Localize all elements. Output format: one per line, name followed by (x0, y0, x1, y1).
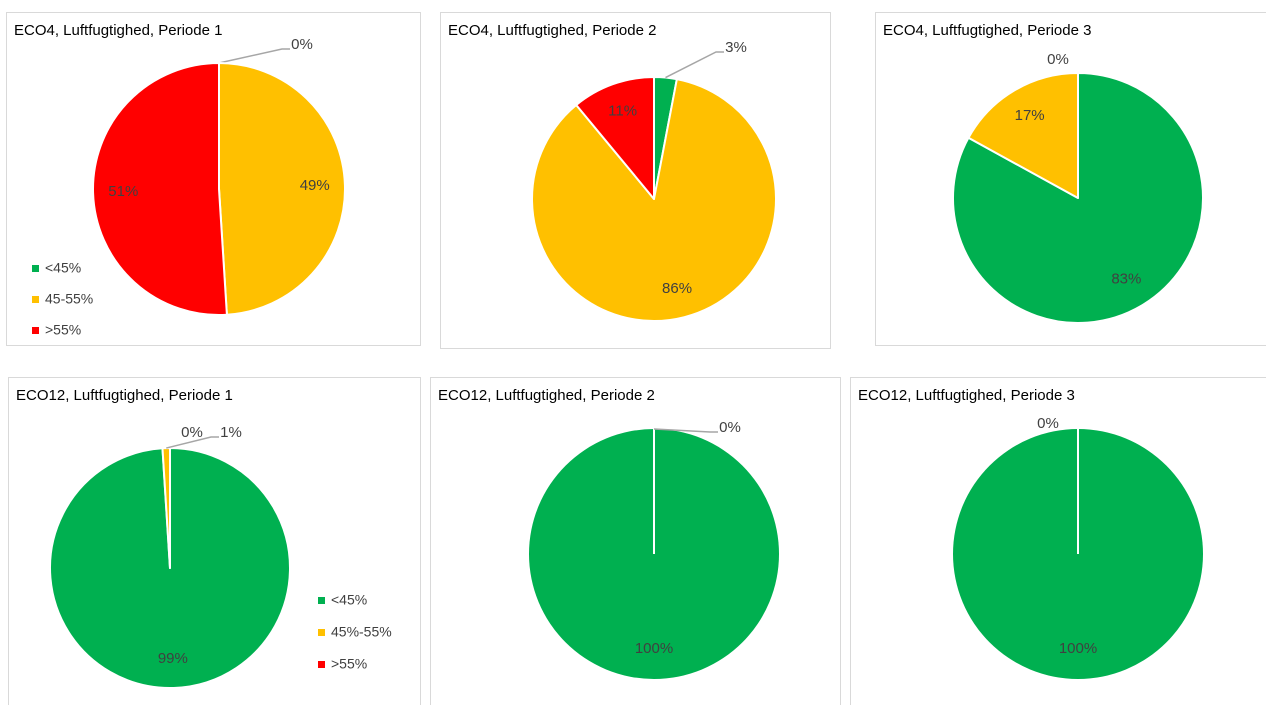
legend-label: >55% (45, 322, 81, 338)
data-label: 51% (108, 183, 138, 200)
leader-line (166, 436, 219, 449)
legend-swatch (318, 597, 325, 604)
data-label: 0% (181, 424, 203, 441)
pie-slice (967, 72, 1079, 199)
data-label: 0% (1037, 415, 1059, 432)
data-label: 99% (158, 650, 188, 667)
data-label: 83% (1111, 271, 1141, 288)
data-label: 0% (291, 36, 313, 53)
legend-swatch (32, 327, 39, 334)
data-label: 0% (1047, 51, 1069, 68)
chart-title: ECO4, Luftfugtighed, Periode 2 (448, 22, 656, 39)
legend-label: <45% (45, 260, 81, 276)
data-label: 1% (220, 424, 242, 441)
legend-swatch (32, 265, 39, 272)
data-label: 86% (662, 280, 692, 297)
legend-label: 45-55% (45, 291, 93, 307)
leader-line (665, 51, 724, 79)
data-label: 100% (1059, 640, 1097, 657)
data-label: 3% (725, 39, 747, 56)
data-label: 100% (635, 640, 673, 657)
chart-title: ECO4, Luftfugtighed, Periode 3 (883, 22, 1091, 39)
legend-swatch (32, 296, 39, 303)
chart-title: ECO12, Luftfugtighed, Periode 2 (438, 387, 655, 404)
pie-slice (531, 78, 777, 322)
chart-title: ECO12, Luftfugtighed, Periode 3 (858, 387, 1075, 404)
legend-label: 45%-55% (331, 624, 392, 640)
leader-line (218, 48, 290, 64)
legend-label: >55% (331, 656, 367, 672)
pie-slice (575, 76, 655, 200)
pie-slice (218, 62, 346, 316)
legend-swatch (318, 661, 325, 668)
pie-slice (92, 62, 228, 316)
legend-label: <45% (331, 592, 367, 608)
chart-title: ECO12, Luftfugtighed, Periode 1 (16, 387, 233, 404)
data-label: 17% (1015, 107, 1045, 124)
data-label: 0% (719, 419, 741, 436)
leader-line (653, 428, 718, 433)
chart-title: ECO4, Luftfugtighed, Periode 1 (14, 22, 222, 39)
data-label: 49% (300, 177, 330, 194)
legend-swatch (318, 629, 325, 636)
data-label: 11% (608, 103, 637, 120)
